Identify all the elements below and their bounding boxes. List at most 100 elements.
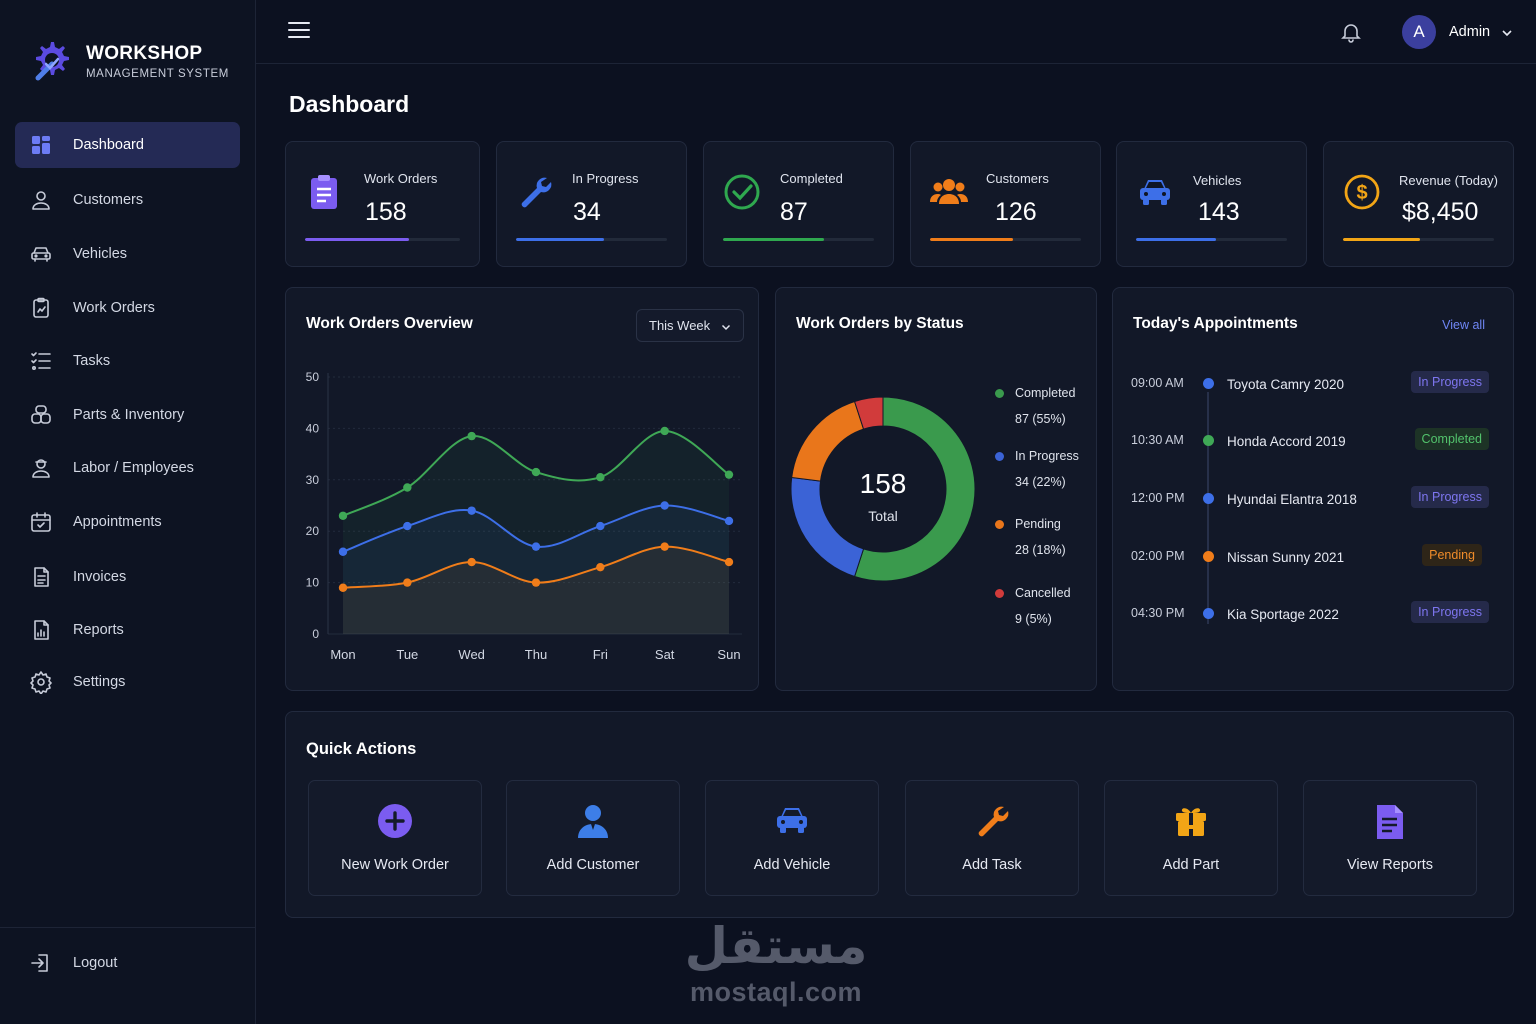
legend-detail: 28 (18%): [1015, 543, 1066, 557]
donut-slice: [853, 396, 884, 430]
sidebar-item-label: Appointments: [73, 514, 162, 530]
data-point: [596, 473, 605, 482]
appointment-row[interactable]: 09:00 AM Toyota Camry 2020 In Progress: [1113, 364, 1513, 404]
appointment-row[interactable]: 10:30 AM Honda Accord 2019 Completed: [1113, 421, 1513, 461]
users-icon: [929, 172, 969, 212]
timeline-dot: [1203, 378, 1214, 389]
sidebar-item-invoices[interactable]: Invoices: [15, 554, 240, 600]
stat-value: $8,450: [1402, 198, 1479, 226]
bell-icon[interactable]: [1339, 20, 1363, 44]
add-part-button[interactable]: Add Part: [1104, 780, 1278, 896]
x-tick-label: Thu: [525, 647, 547, 662]
sidebar-item-label: Dashboard: [73, 137, 144, 153]
sidebar-item-vehicles[interactable]: Vehicles: [15, 231, 240, 277]
stat-progress-bar: [516, 238, 667, 241]
new-work-order-button[interactable]: New Work Order: [308, 780, 482, 896]
sidebar-item-work-orders[interactable]: Work Orders: [15, 285, 240, 331]
quick-action-label: Add Vehicle: [753, 857, 831, 873]
sidebar-item-settings[interactable]: Settings: [15, 659, 240, 705]
quick-action-label: New Work Order: [341, 857, 449, 873]
quick-action-label: View Reports: [1347, 857, 1433, 873]
appointment-time: 12:00 PM: [1131, 491, 1185, 505]
period-select[interactable]: This Week: [636, 309, 744, 342]
wrench-icon: [515, 172, 555, 212]
sidebar-item-label: Work Orders: [73, 300, 155, 316]
sidebar-item-appointments[interactable]: Appointments: [15, 499, 240, 545]
x-tick-label: Sun: [717, 647, 740, 662]
data-point: [338, 511, 348, 520]
legend-label: In Progress: [1015, 449, 1079, 463]
add-customer-button[interactable]: Add Customer: [506, 780, 680, 896]
sidebar-item-dashboard[interactable]: Dashboard: [15, 122, 240, 168]
stat-progress-fill: [930, 238, 1014, 241]
user-name[interactable]: Admin: [1449, 24, 1491, 40]
data-point: [596, 562, 605, 572]
hamburger-menu-button[interactable]: [288, 22, 310, 40]
page-title: Dashboard: [289, 91, 410, 117]
stat-card-in-progress[interactable]: In Progress 34: [496, 141, 687, 267]
stat-progress-fill: [1343, 238, 1420, 241]
add-vehicle-button[interactable]: Add Vehicle: [705, 780, 879, 896]
plus-circle-icon: [309, 803, 481, 841]
stat-card-revenue-today[interactable]: $ Revenue (Today) $8,450: [1323, 141, 1514, 267]
car-icon: [1135, 172, 1175, 212]
app-logo[interactable]: WORKSHOP MANAGEMENT SYSTEM: [26, 36, 229, 86]
legend-item-pending: Pending 28 (18%): [995, 511, 1066, 563]
sidebar-item-label: Labor / Employees: [73, 460, 194, 476]
quick-action-label: Add Task: [962, 857, 1022, 873]
stat-card-work-orders[interactable]: Work Orders 158: [285, 141, 480, 267]
legend-detail: 34 (22%): [1015, 475, 1066, 489]
donut-total-label: Total: [868, 508, 898, 524]
app-subtitle: MANAGEMENT SYSTEM: [86, 67, 229, 80]
stat-card-completed[interactable]: Completed 87: [703, 141, 894, 267]
sidebar-item-reports[interactable]: Reports: [15, 607, 240, 653]
car-icon: [28, 241, 54, 267]
report-icon: [28, 617, 54, 643]
y-tick-label: 20: [306, 524, 320, 538]
logout-icon: [28, 950, 54, 976]
chevron-down-icon[interactable]: [1500, 26, 1514, 40]
stat-value: 34: [573, 198, 601, 226]
status-badge: In Progress: [1411, 601, 1489, 623]
view-reports-button[interactable]: View Reports: [1303, 780, 1477, 896]
sidebar-item-parts-inventory[interactable]: Parts & Inventory: [15, 392, 240, 438]
legend-dot: [995, 452, 1004, 461]
x-tick-label: Sat: [655, 647, 675, 662]
appointment-vehicle: Honda Accord 2019: [1227, 434, 1346, 449]
legend-item-in-progress: In Progress 34 (22%): [995, 443, 1079, 495]
appointment-row[interactable]: 04:30 PM Kia Sportage 2022 In Progress: [1113, 594, 1513, 634]
y-tick-label: 10: [306, 576, 320, 590]
app-title: WORKSHOP: [86, 42, 203, 64]
calendar-icon: [28, 509, 54, 535]
gear-icon: [28, 669, 54, 695]
logout-button[interactable]: Logout: [15, 940, 240, 986]
sidebar-item-tasks[interactable]: Tasks: [15, 338, 240, 384]
sidebar-divider: [0, 927, 255, 928]
stat-label: Completed: [780, 171, 843, 186]
sidebar-item-customers[interactable]: Customers: [15, 177, 240, 223]
legend-dot: [995, 589, 1004, 598]
appointment-row[interactable]: 02:00 PM Nissan Sunny 2021 Pending: [1113, 537, 1513, 577]
user-avatar[interactable]: A: [1402, 15, 1436, 49]
report-icon: [1304, 803, 1476, 841]
appointment-row[interactable]: 12:00 PM Hyundai Elantra 2018 In Progress: [1113, 479, 1513, 519]
view-all-link[interactable]: View all: [1442, 318, 1485, 332]
legend-dot: [995, 520, 1004, 529]
sidebar-item-label: Parts & Inventory: [73, 407, 185, 423]
data-point: [403, 521, 412, 531]
stat-card-vehicles[interactable]: Vehicles 143: [1116, 141, 1307, 267]
add-task-button[interactable]: Add Task: [905, 780, 1079, 896]
stat-card-customers[interactable]: Customers 126: [910, 141, 1101, 267]
appointment-vehicle: Nissan Sunny 2021: [1227, 550, 1345, 565]
stat-value: 87: [780, 198, 808, 226]
work-orders-by-status-panel: Work Orders by Status 158 Total Complete…: [775, 287, 1097, 691]
sidebar-item-labor-employees[interactable]: Labor / Employees: [15, 445, 240, 491]
stat-label: Vehicles: [1193, 173, 1242, 188]
svg-text:$: $: [1356, 182, 1367, 204]
y-tick-label: 40: [306, 421, 320, 435]
stat-progress-bar: [305, 238, 460, 241]
data-point: [660, 501, 669, 510]
stat-value: 126: [995, 198, 1037, 226]
data-point: [596, 521, 605, 531]
stat-label: Customers: [986, 171, 1049, 186]
